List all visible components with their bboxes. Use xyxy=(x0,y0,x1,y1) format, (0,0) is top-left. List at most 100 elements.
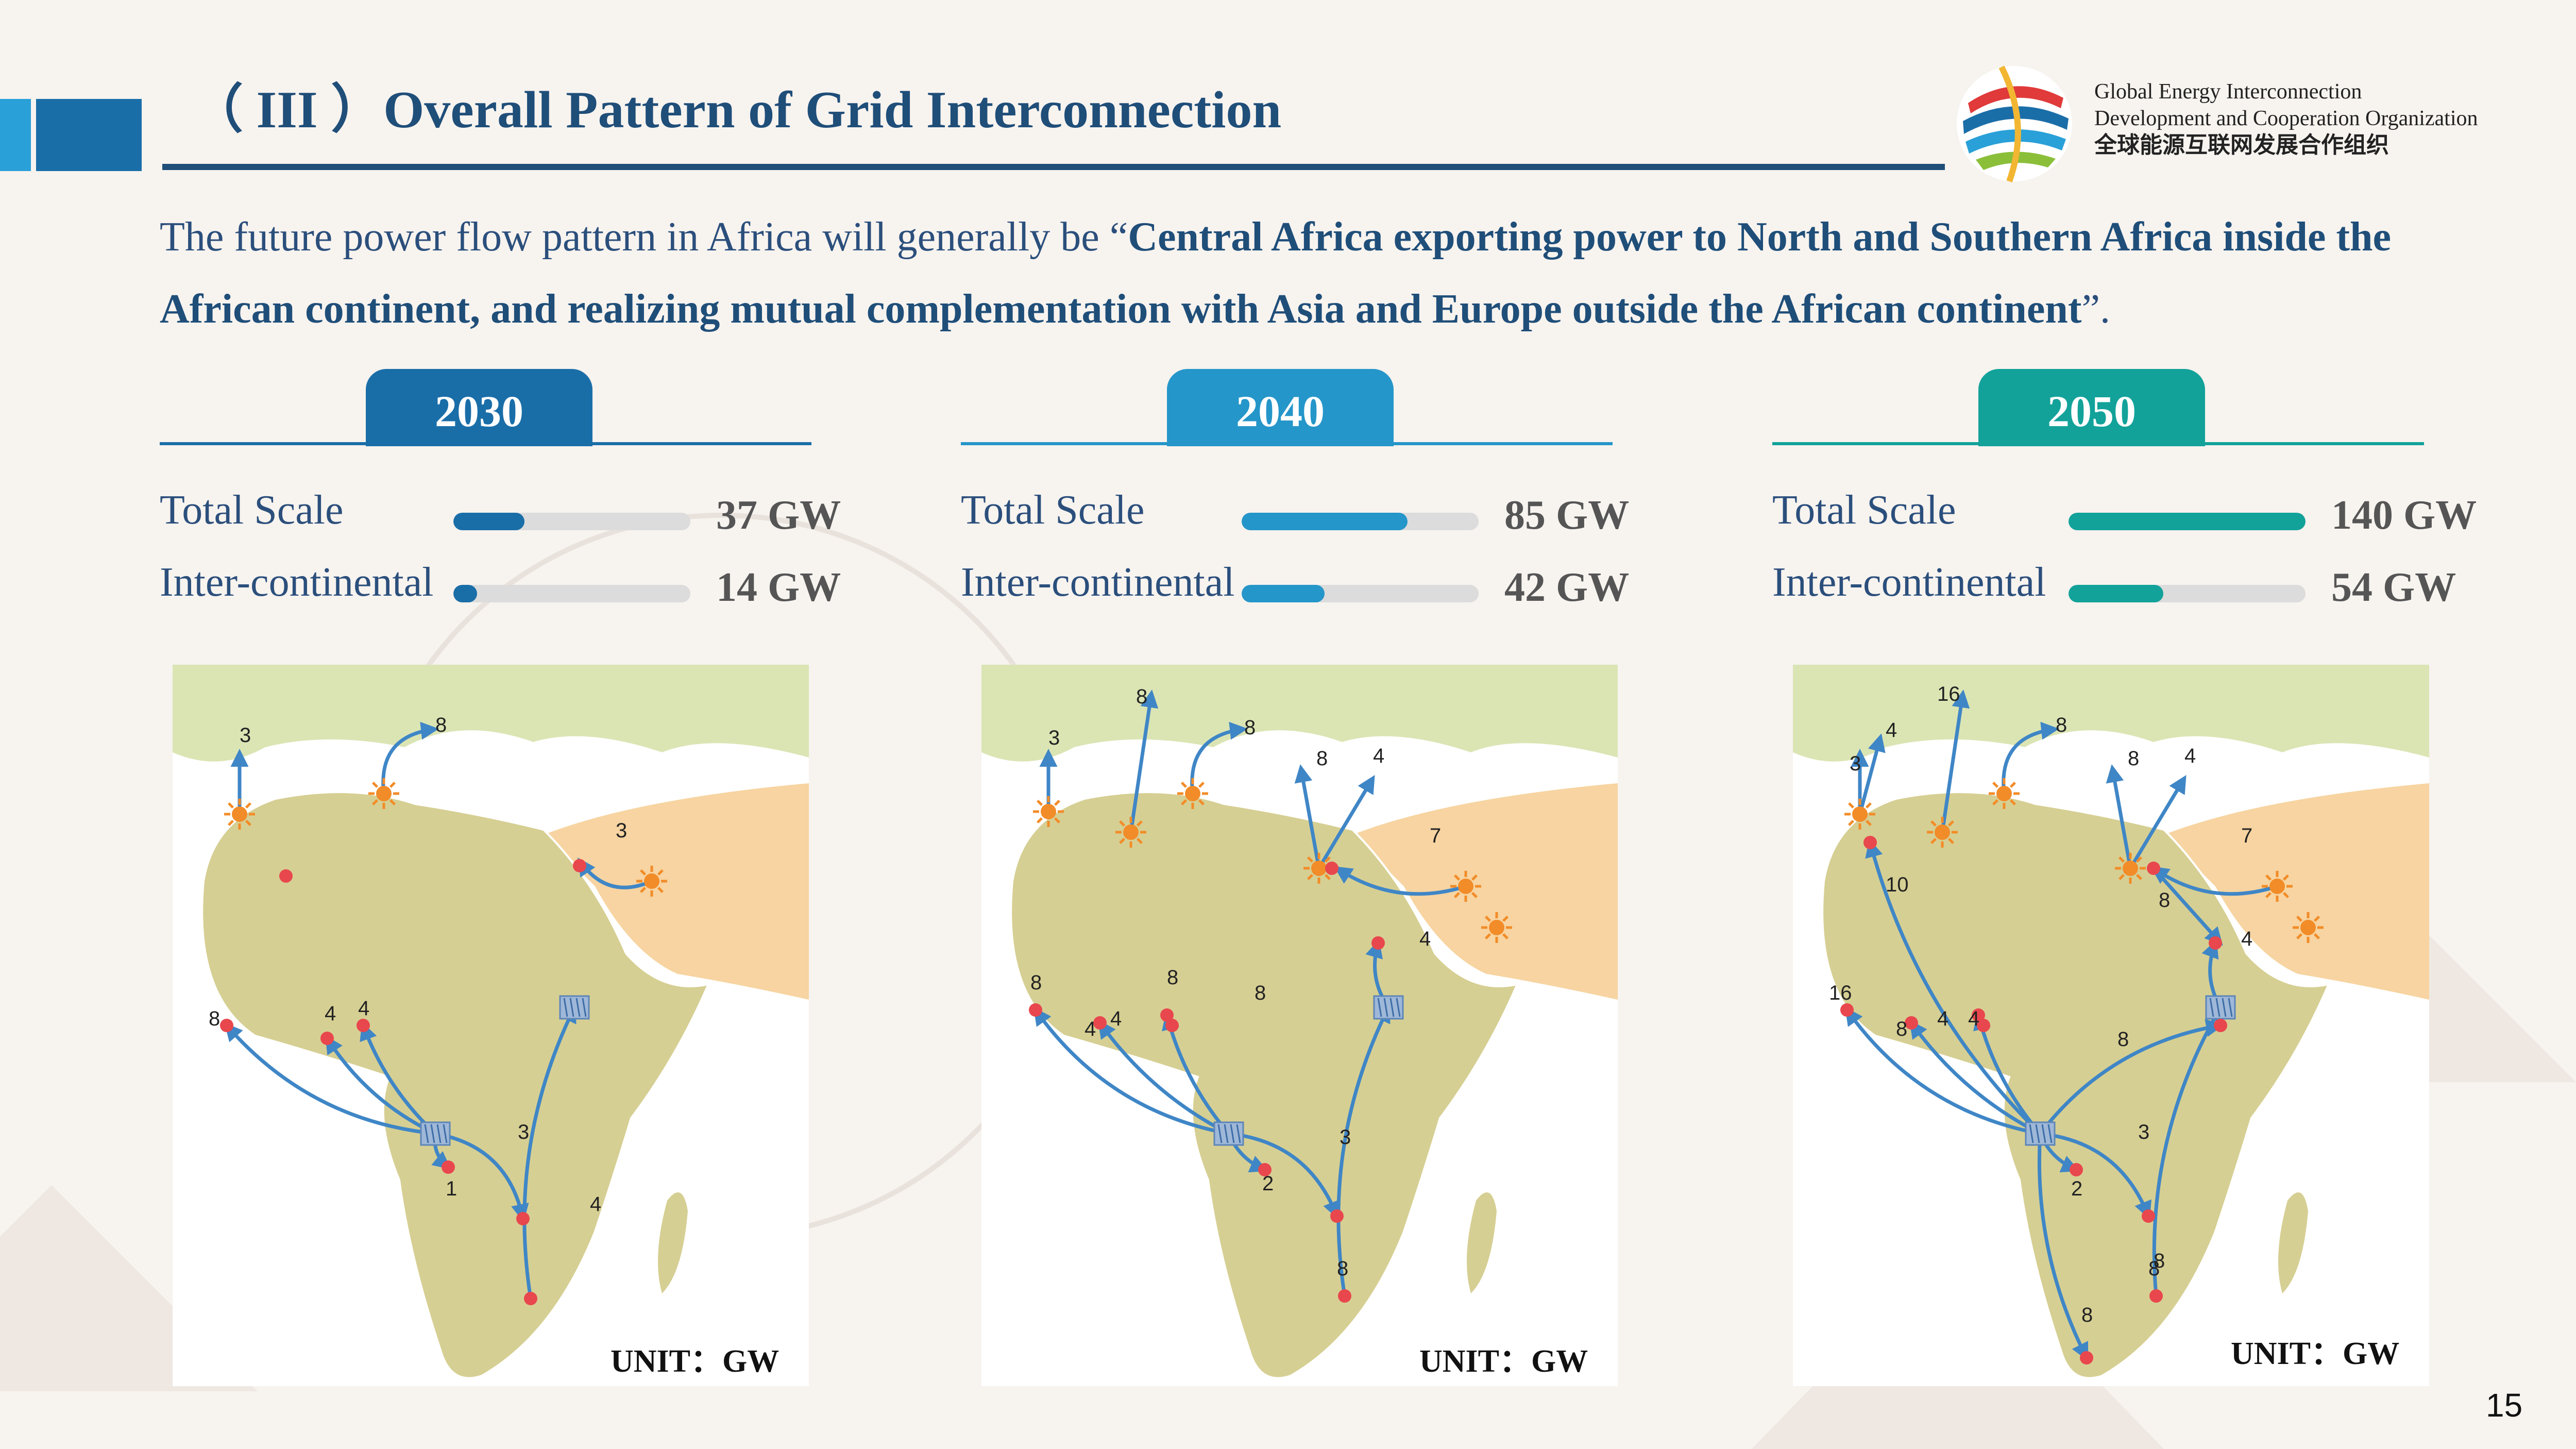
load-center-node xyxy=(1977,1019,1990,1032)
total-scale-bar xyxy=(2069,513,2306,530)
load-center-node xyxy=(320,1032,334,1045)
flow-value-label: 8 xyxy=(2128,747,2139,770)
power-flow-arrow xyxy=(224,1022,436,1136)
total-scale-value: 85 GW xyxy=(1504,493,1630,538)
total-scale-bar xyxy=(1242,513,1479,530)
africa-landmass xyxy=(1010,791,1519,1379)
flow-value-label: 4 xyxy=(1886,719,1897,742)
europe-landmass xyxy=(173,665,809,762)
geidco-globe-logo xyxy=(1957,65,2072,183)
flow-value-label: 2 xyxy=(2071,1177,2082,1200)
year-tab-2040[interactable]: 2040 xyxy=(1167,369,1394,446)
power-flow-arrow xyxy=(1097,1020,1230,1136)
power-flow-arrow xyxy=(2039,1019,2224,1135)
power-flow-arrow xyxy=(435,1132,529,1222)
power-flow-arrow xyxy=(1865,839,2042,1135)
flow-value-label: 3 xyxy=(2138,1121,2149,1143)
power-flow-arrow xyxy=(325,1035,436,1136)
load-center-node xyxy=(2080,1351,2093,1364)
load-center-node xyxy=(524,1292,537,1305)
power-flow-arrow xyxy=(522,1004,577,1299)
flow-value-label: 4 xyxy=(1084,1018,1096,1040)
power-flow-arrow xyxy=(2037,1133,2089,1361)
load-center-node xyxy=(279,869,293,883)
tab-underline xyxy=(160,442,811,445)
intro-prefix: The future power flow pattern in Africa … xyxy=(160,214,1128,260)
inter-scale-value: 14 GW xyxy=(716,565,841,610)
panel-2040: 2040 Total Scale 85 GW Inter-continental 42 … xyxy=(961,361,1651,1391)
load-center-node xyxy=(2142,1209,2155,1223)
intro-highlight: Central Africa exporting power to North … xyxy=(160,214,2391,332)
flow-value-label: 8 xyxy=(2159,889,2170,912)
africa-flow-map-2040: 3 8 8 8 4 7 4 8 8 4 4 8 2 3 8 UNIT：GW xyxy=(981,665,1618,1386)
total-scale-bar-fill xyxy=(453,513,524,530)
organization-name: Global Energy Interconnection Developmen… xyxy=(2094,78,2478,159)
inter-scale-bar-fill xyxy=(1242,585,1325,602)
unit-label: UNIT：GW xyxy=(611,1344,779,1379)
inter-scale-label: Inter-continental xyxy=(961,560,1235,605)
total-scale-label: Total Scale xyxy=(961,487,1145,533)
flow-value-label: 4 xyxy=(358,997,369,1020)
load-center-node xyxy=(516,1212,530,1225)
flow-value-label: 3 xyxy=(1850,752,1861,775)
panel-2030: 2030 Total Scale 37 GW Inter-continental 14 … xyxy=(160,361,850,1391)
inter-scale-bar-fill xyxy=(2069,585,2163,602)
panel-2050: 2050 Total Scale 140 GW Inter-continental 54… xyxy=(1772,361,2477,1391)
flow-value-label: 4 xyxy=(1419,928,1431,950)
africa-flow-map-2050: 16 4 3 8 8 4 7 10 8 4 16 8 4 4 8 8 2 3 8 8 UNIT：GW xyxy=(1793,665,2429,1386)
europe-landmass xyxy=(1793,665,2429,762)
total-scale-value: 140 GW xyxy=(2331,493,2477,538)
solar-base-icon xyxy=(1450,871,1481,902)
power-flow-arrow xyxy=(1317,774,1375,869)
africa-landmass xyxy=(1821,791,2331,1379)
intro-paragraph: The future power flow pattern in Africa … xyxy=(160,201,2452,345)
power-flow-arrow xyxy=(2150,866,2278,896)
total-scale-value: 37 GW xyxy=(716,493,841,538)
load-center-node xyxy=(573,859,586,872)
flow-value-label: 4 xyxy=(2184,745,2196,767)
inter-scale-value: 54 GW xyxy=(2331,565,2456,610)
flow-value-label: 8 xyxy=(1136,685,1147,708)
flow-value-label: 3 xyxy=(240,724,251,747)
power-flow-arrow xyxy=(1858,733,1886,815)
unit-label: UNIT：GW xyxy=(1419,1344,1588,1379)
hydropower-hub-icon xyxy=(2025,1121,2056,1146)
load-center-node xyxy=(2070,1163,2083,1176)
flow-value-label: 7 xyxy=(2241,824,2252,847)
inter-scale-value: 42 GW xyxy=(1504,565,1630,610)
total-scale-label: Total Scale xyxy=(160,487,344,533)
power-flow-arrow xyxy=(1129,689,1159,833)
power-flow-arrow xyxy=(2152,867,2223,946)
load-center-node xyxy=(1972,1008,1985,1022)
year-tab-2030[interactable]: 2030 xyxy=(366,369,592,446)
flow-value-label: 8 xyxy=(2081,1304,2093,1326)
power-flow-arrow xyxy=(1228,1132,1341,1220)
solar-base-icon xyxy=(2262,871,2293,902)
power-flow-arrow xyxy=(578,857,653,889)
load-center-node xyxy=(1371,936,1385,950)
flow-value-label: 3 xyxy=(1048,727,1060,749)
power-flow-arrow xyxy=(2128,774,2187,869)
load-center-node xyxy=(1905,1016,1918,1030)
load-center-node xyxy=(220,1019,233,1032)
load-center-node xyxy=(1325,862,1338,875)
intro-suffix: ”. xyxy=(2081,287,2111,332)
total-scale-bar-fill xyxy=(2069,513,2306,530)
flow-value-label: 3 xyxy=(1340,1126,1351,1149)
hydropower-hub-icon xyxy=(559,995,590,1020)
load-center-node xyxy=(357,1019,370,1032)
flow-value-label: 10 xyxy=(1886,873,1909,896)
flow-value-label: 8 xyxy=(1167,966,1178,989)
load-center-node xyxy=(1029,1003,1042,1017)
total-scale-bar-fill xyxy=(1242,513,1408,530)
title-underline xyxy=(162,164,1945,170)
unit-label: UNIT：GW xyxy=(2231,1336,2400,1371)
hydropower-hub-icon xyxy=(1373,995,1404,1020)
page-title: （ III ）Overall Pattern of Grid Interconn… xyxy=(191,81,1282,139)
load-center-node xyxy=(1840,1003,1854,1017)
middle-east-landmass xyxy=(1352,783,1618,1000)
flow-value-label: 8 xyxy=(209,1007,220,1030)
load-center-node xyxy=(1338,1289,1351,1303)
year-tab-2050[interactable]: 2050 xyxy=(1978,369,2205,446)
